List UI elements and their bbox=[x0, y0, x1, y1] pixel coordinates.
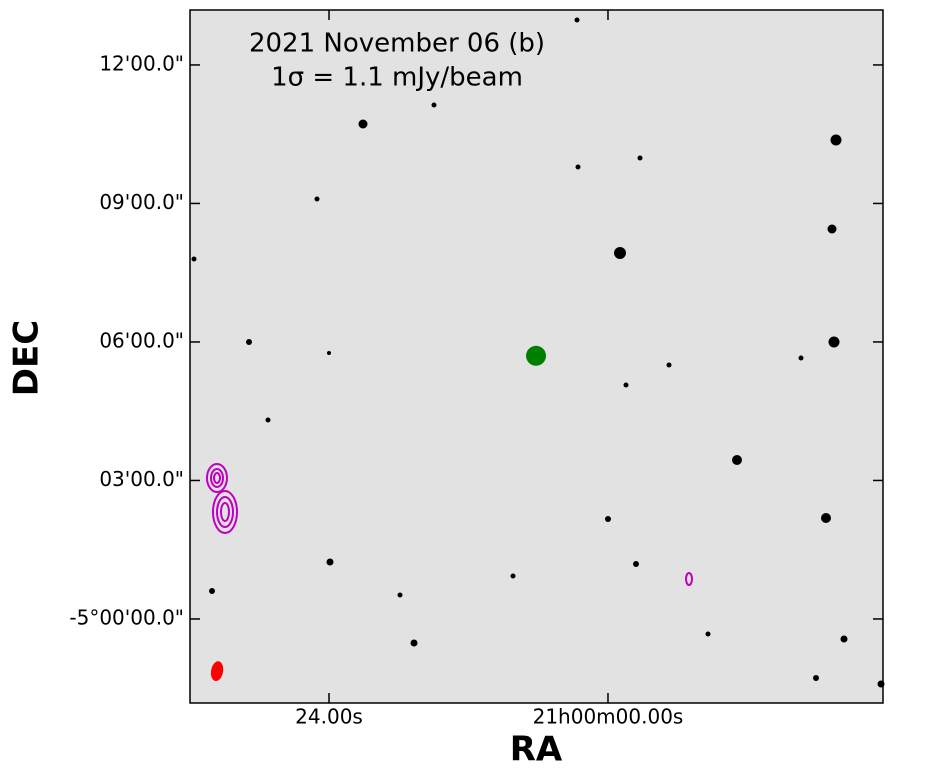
beam bbox=[210, 661, 224, 682]
y-tick-label: 09'00.0" bbox=[99, 190, 184, 214]
star bbox=[732, 455, 742, 465]
star bbox=[191, 256, 197, 262]
star bbox=[209, 588, 215, 594]
contour bbox=[212, 490, 238, 534]
star bbox=[314, 196, 320, 202]
star bbox=[830, 134, 842, 146]
y-tick-label: 03'00.0" bbox=[99, 467, 184, 491]
star bbox=[633, 561, 639, 567]
contour bbox=[210, 468, 224, 488]
chart-subtitle: 1σ = 1.1 mJy/beam bbox=[271, 63, 523, 93]
contours bbox=[206, 463, 693, 586]
star bbox=[358, 119, 368, 129]
contour bbox=[213, 472, 221, 484]
star bbox=[246, 339, 252, 345]
star bbox=[623, 382, 629, 388]
star bbox=[265, 417, 271, 423]
x-tick-label: 21h00m00.00s bbox=[533, 705, 684, 729]
chart-title: 2021 November 06 (b) bbox=[249, 29, 545, 59]
y-axis-label: DEC bbox=[7, 320, 47, 396]
contour bbox=[216, 496, 234, 528]
star bbox=[666, 362, 672, 368]
star bbox=[813, 675, 819, 681]
y-tick-label: 12'00.0" bbox=[99, 51, 184, 75]
plot-frame bbox=[189, 9, 884, 704]
star bbox=[327, 351, 331, 355]
star bbox=[828, 336, 840, 348]
star bbox=[574, 17, 580, 23]
star bbox=[397, 592, 403, 598]
source-marker bbox=[526, 345, 547, 366]
y-tick-label: -5°00'00.0" bbox=[69, 605, 184, 629]
star bbox=[798, 355, 804, 361]
star bbox=[637, 155, 643, 161]
contour bbox=[685, 572, 693, 586]
star bbox=[410, 639, 418, 647]
contour bbox=[206, 463, 228, 493]
star bbox=[821, 513, 831, 523]
y-tick-label: 06'00.0" bbox=[99, 328, 184, 352]
x-axis-label: RA bbox=[510, 730, 563, 770]
star bbox=[827, 224, 837, 234]
star bbox=[840, 635, 848, 643]
star bbox=[326, 558, 334, 566]
star bbox=[614, 247, 626, 259]
star bbox=[431, 102, 437, 108]
star bbox=[605, 516, 611, 522]
stars bbox=[191, 17, 885, 688]
contour bbox=[220, 502, 230, 522]
star bbox=[575, 164, 581, 170]
x-tick-label: 24.00s bbox=[295, 705, 363, 729]
star bbox=[705, 631, 711, 637]
star bbox=[510, 573, 516, 579]
